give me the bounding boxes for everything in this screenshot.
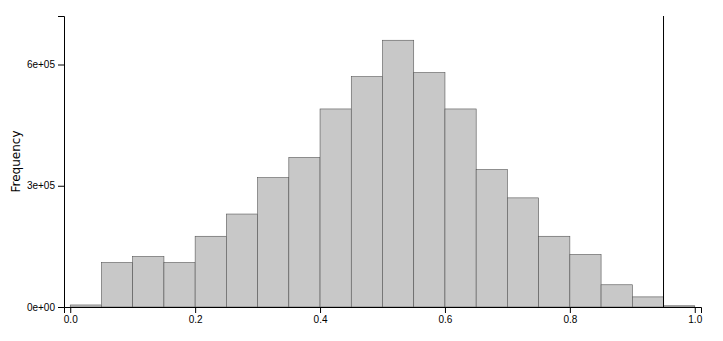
bar — [664, 306, 695, 307]
bar — [632, 297, 663, 307]
bar — [70, 305, 101, 307]
bar — [320, 109, 351, 307]
x-tick-label: 1.0 — [688, 314, 702, 325]
y-tick-mark — [58, 65, 64, 66]
x-tick-mark — [570, 307, 571, 313]
y-tick-mark — [58, 186, 64, 187]
y-tick: 6e+05 — [27, 59, 64, 70]
x-tick-label: 0.6 — [438, 314, 452, 325]
x-tick-mark — [445, 307, 446, 313]
bar — [133, 256, 164, 307]
y-tick: 3e+05 — [27, 180, 64, 191]
x-tick: 0.6 — [438, 307, 452, 325]
y-tick-label: 3e+05 — [27, 180, 56, 191]
bar — [289, 157, 320, 307]
bar — [570, 254, 601, 307]
bar — [258, 178, 289, 307]
x-tick-label: 0.4 — [314, 314, 328, 325]
x-tick: 0.2 — [189, 307, 203, 325]
x-tick-mark — [695, 307, 696, 313]
x-tick-mark — [195, 307, 196, 313]
y-axis-line — [58, 17, 65, 308]
bar — [476, 170, 507, 307]
x-tick: 0.0 — [64, 307, 78, 325]
x-axis-line — [65, 308, 702, 314]
bar — [601, 285, 632, 307]
bar — [507, 198, 538, 307]
bar — [539, 236, 570, 307]
x-tick-mark — [70, 307, 71, 313]
x-tick-label: 0.0 — [64, 314, 78, 325]
bar — [195, 236, 226, 307]
marks — [70, 16, 695, 307]
x-tick-mark — [320, 307, 321, 313]
y-axis: 0e+00 3e+05 6e+05 — [27, 17, 65, 313]
plot: 0.0 0.2 0.4 0.6 0.8 1.0 0e+00 3e+05 6e+05 — [27, 16, 703, 325]
y-tick-label: 6e+05 — [27, 59, 56, 70]
x-tick: 0.4 — [314, 307, 328, 325]
y-tick-mark — [58, 307, 64, 308]
bar — [164, 263, 195, 307]
bar — [445, 109, 476, 307]
bar — [414, 73, 445, 307]
x-axis: 0.0 0.2 0.4 0.6 0.8 1.0 — [64, 307, 703, 325]
reference-line — [663, 16, 664, 307]
x-tick: 1.0 — [688, 307, 702, 325]
bar — [383, 40, 414, 307]
y-tick: 0e+00 — [27, 302, 64, 313]
chart: 0.0 0.2 0.4 0.6 0.8 1.0 0e+00 3e+05 6e+05 Frequen… — [0, 0, 723, 341]
x-tick-label: 0.2 — [189, 314, 203, 325]
bar — [351, 77, 382, 307]
x-tick: 0.8 — [563, 307, 577, 325]
bar — [226, 214, 257, 307]
bar — [101, 263, 132, 307]
y-tick-label: 0e+00 — [27, 302, 56, 313]
x-tick-label: 0.8 — [563, 314, 577, 325]
y-axis-title: Frequency — [9, 131, 23, 193]
